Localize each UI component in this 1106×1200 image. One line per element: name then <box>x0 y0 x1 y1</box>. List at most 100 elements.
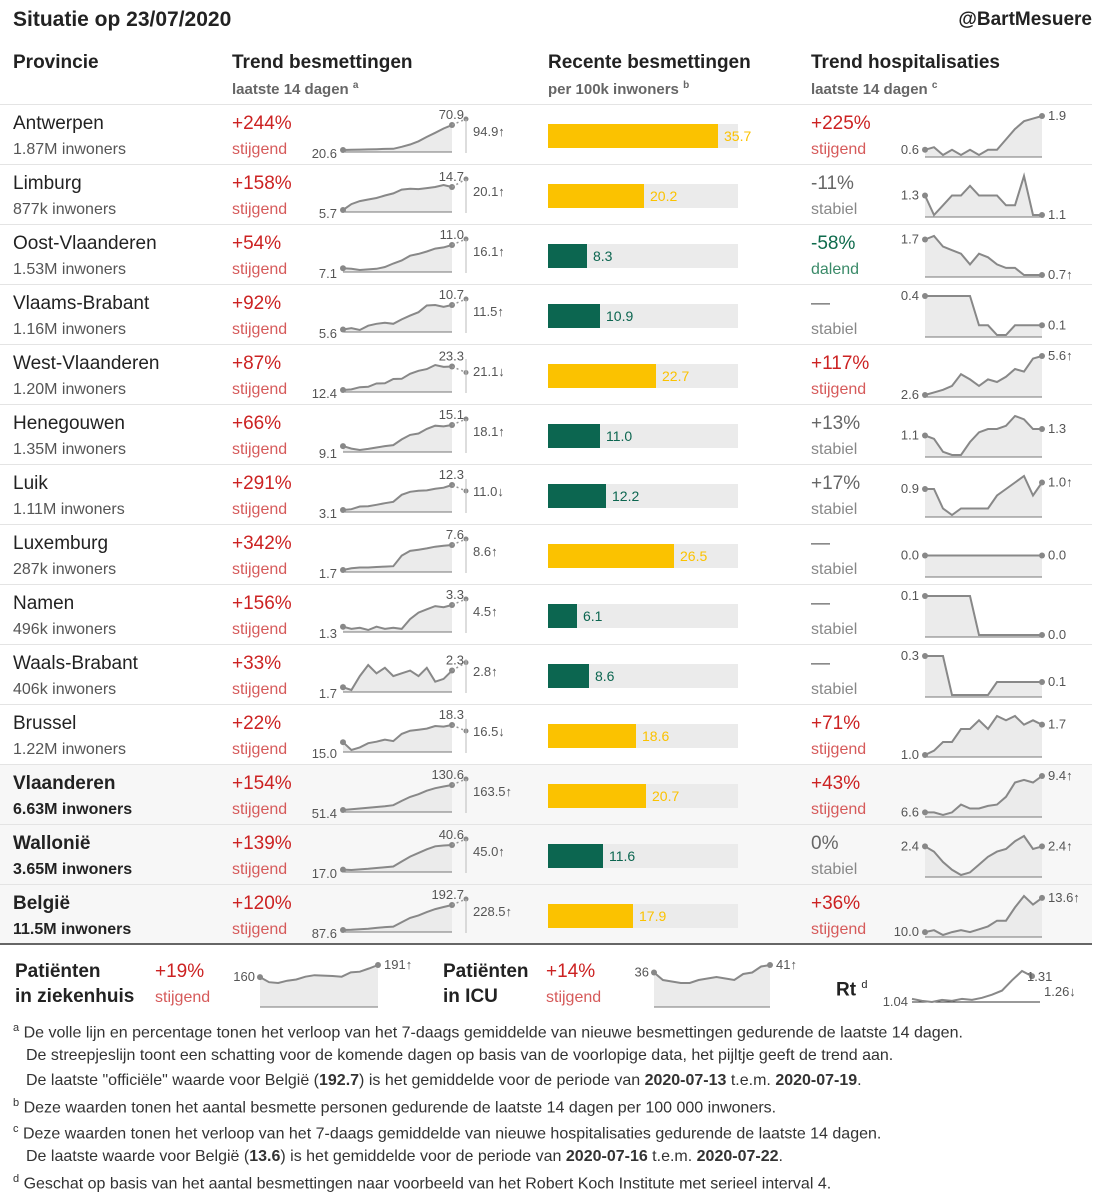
hosp-change-pct: +43% <box>811 773 861 794</box>
hosp-change-pct: +36% <box>811 893 861 914</box>
hosp-start-label: 1.7 <box>901 232 919 247</box>
recent-bar-value: 8.3 <box>593 248 613 264</box>
rt-end-label: 1.26↓ <box>1044 984 1076 999</box>
recent-bar <box>548 484 606 508</box>
infection-last-label: 7.6 <box>446 527 464 542</box>
footnote-text: Deze waarden tonen het verloop van het 7… <box>22 1125 882 1143</box>
hosp-change-pct: — <box>811 593 830 614</box>
hosp-spark-line <box>924 414 1042 456</box>
infection-spark-area <box>343 425 452 452</box>
row-sparklines: 17.0 40.6 45.0↑ 2.4 2.4↑ <box>312 827 1073 881</box>
recent-bar-value: 35.7 <box>724 128 752 144</box>
footnote-text-mid: ) is het gemiddelde voor de periode van <box>359 1072 645 1089</box>
hosp-start-label: 1.3 <box>901 188 919 203</box>
recent-bar-value: 10.9 <box>606 308 634 324</box>
row-sparklines: 1.7 2.3 2.8↑ 0.3 0.1 <box>319 648 1066 701</box>
footnote-marker: b <box>13 1097 20 1109</box>
col-trend-hosp-header: Trend hospitalisaties <box>811 52 1000 73</box>
hosp-start-label: 0.0 <box>901 548 919 563</box>
row-sparklines: 5.6 10.7 11.5↑ 0.4 0.1 <box>319 287 1066 341</box>
infection-spark-start-point <box>340 927 346 933</box>
recent-bar <box>548 424 600 448</box>
recent-bar-value: 18.6 <box>642 728 670 744</box>
kpi-change-pct: +19% <box>155 961 205 982</box>
province-population: 287k inwoners <box>13 561 117 578</box>
table-row: Antwerpen 1.87M inwoners +244% stijgend 20.6… <box>0 104 1092 165</box>
infection-spark-line <box>342 183 453 211</box>
hosp-spark-start-point <box>922 432 928 439</box>
table-row: Henegouwen 1.35M inwoners +66% stijgend 9.1 1… <box>0 404 1092 465</box>
infection-start-label: 1.7 <box>319 686 337 701</box>
hosp-spark-end-point <box>1039 679 1045 685</box>
province-population: 1.20M inwoners <box>13 381 126 398</box>
recent-bar-value: 11.6 <box>609 848 636 864</box>
footnote-text: Deze waarden tonen het aantal besmette p… <box>23 1099 777 1117</box>
province-name: België <box>13 893 71 914</box>
infection-spark-start-point <box>340 507 346 513</box>
province-name: Oost-Vlaanderen <box>13 233 157 254</box>
kpi-change-pct: +14% <box>546 961 596 982</box>
hosp-spark-start-point <box>922 293 928 299</box>
recent-bar-value: 6.1 <box>583 608 603 624</box>
infection-spark-area <box>343 365 452 392</box>
kpi-sparkline: 160 191↑ <box>233 957 412 1008</box>
hosp-trend-label: stabiel <box>811 621 858 638</box>
infection-change-pct: +158% <box>232 173 292 194</box>
footnote-line: De streepjeslijn toont een schatting voo… <box>26 1047 893 1065</box>
rt-peak-label: 1.31 <box>1027 969 1052 984</box>
kpi-end-label: 191↑ <box>384 957 412 972</box>
province-population: 1.11M inwoners <box>13 501 125 518</box>
col-recent-header: Recente besmettingen <box>548 52 751 73</box>
infection-trend-label: stijgend <box>232 561 288 578</box>
recent-bar-value: 20.2 <box>650 188 678 204</box>
row-sparklines: 12.4 23.3 21.1↓ 2.6 5.6↑ <box>312 348 1073 402</box>
hosp-spark-end-point <box>1039 721 1045 728</box>
province-population: 877k inwoners <box>13 201 117 218</box>
footnote-date-from: 2020-07-16 <box>565 1148 648 1165</box>
hosp-spark-end-point <box>1039 212 1045 218</box>
hosp-start-label: 0.1 <box>901 588 919 603</box>
infection-trend-label: stijgend <box>232 681 288 698</box>
infection-change-pct: +342% <box>232 533 292 554</box>
infection-spark-area <box>343 665 452 692</box>
hosp-start-label: 1.0 <box>901 747 919 762</box>
province-name: Wallonië <box>13 833 91 854</box>
recent-bar <box>548 784 646 808</box>
hosp-end-label: 1.7 <box>1048 717 1066 732</box>
hosp-end-label: 1.3 <box>1048 421 1066 436</box>
province-name: Henegouwen <box>13 413 125 434</box>
footnote-marker: d <box>13 1173 20 1185</box>
col-trend-hosp-sub: laatste 14 dagen c <box>811 80 938 98</box>
rt-label-text: Rt <box>836 979 857 1001</box>
footnote-value: 13.6 <box>249 1148 281 1165</box>
hosp-change-pct: — <box>811 293 830 314</box>
province-population: 11.5M inwoners <box>13 921 132 938</box>
hosp-trend-label: stabiel <box>811 681 858 698</box>
infection-spark-start-point <box>340 387 346 393</box>
infection-change-pct: +87% <box>232 353 282 374</box>
kpi-spark-start-point <box>257 974 263 981</box>
hosp-spark-area <box>925 716 1042 757</box>
infection-start-label: 5.7 <box>319 206 337 221</box>
recent-bar-value: 22.7 <box>662 368 690 384</box>
infection-spark-start-point <box>340 265 346 272</box>
hosp-trend-label: dalend <box>811 261 860 278</box>
recent-bar-value: 8.6 <box>595 668 615 684</box>
infection-projection-label: 21.1↓ <box>473 364 505 379</box>
infection-start-label: 51.4 <box>312 806 337 821</box>
hosp-end-label: 5.6↑ <box>1048 348 1073 363</box>
infection-last-label: 3.3 <box>446 587 464 602</box>
table-row: Brussel 1.22M inwoners +22% stijgend 15.0 18.… <box>0 704 1092 765</box>
hosp-end-label: 0.1 <box>1048 317 1066 332</box>
infection-spark-end-point <box>449 363 455 370</box>
recent-bar <box>548 664 589 688</box>
infection-start-label: 15.0 <box>312 746 337 761</box>
infection-change-pct: +291% <box>232 473 292 494</box>
table-row: België 11.5M inwoners +120% stijgend 87.6 192… <box>0 884 1092 945</box>
hosp-spark-area <box>925 656 1042 697</box>
hosp-end-label: 0.7↑ <box>1048 267 1073 282</box>
province-name: Vlaams-Brabant <box>13 293 150 314</box>
hosp-end-label: 0.1 <box>1048 674 1066 689</box>
infection-spark-start-point <box>340 443 346 450</box>
hosp-change-pct: — <box>811 653 830 674</box>
